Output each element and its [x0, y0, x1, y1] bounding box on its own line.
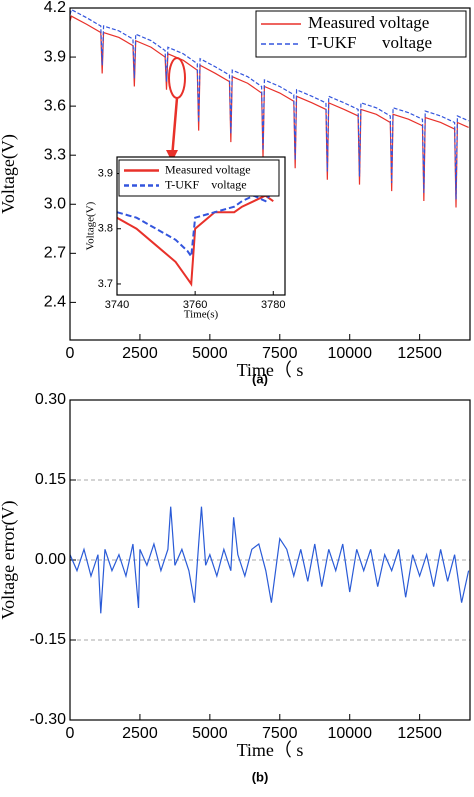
caption: (b)	[252, 769, 269, 784]
y-tick-label: 3.3	[44, 146, 66, 163]
caption: (a)	[252, 371, 268, 386]
axes-frame	[69, 7, 471, 341]
series-line	[69, 8, 469, 200]
x-tick-label: 3780	[261, 299, 285, 311]
x-tick-label: 3760	[183, 299, 207, 311]
x-tick-label: 2500	[122, 345, 158, 362]
axes-frame	[69, 399, 471, 721]
y-axis-label: Voltage(V)	[85, 201, 97, 250]
arrow-head	[166, 150, 178, 162]
legend-label: T-UKF voltage	[165, 177, 247, 191]
y-tick-label: -0.15	[30, 631, 67, 648]
plot-b: -0.30 -0.15 0.00 0.15 0.30 0 2500 5000 7500 10000…	[0, 391, 471, 784]
y-tick-label: 3.9	[98, 167, 113, 179]
y-tick-label: 2.4	[44, 294, 66, 311]
x-tick-label: 3740	[105, 299, 129, 311]
y-tick-label: 3.9	[44, 48, 66, 65]
y-tick-label: 3.0	[44, 195, 66, 212]
y-tick-label: 3.7	[98, 278, 113, 290]
series-line	[69, 506, 470, 614]
y-tick-label: 0.15	[35, 471, 66, 488]
x-tick-label: 0	[66, 345, 75, 362]
y-axis-label: Voltage(V)	[0, 134, 19, 214]
y-tick-label: 2.7	[44, 245, 66, 262]
legend-box	[118, 159, 280, 197]
x-tick-label: 0	[66, 725, 75, 742]
plot-inset: 3.7 3.8 3.9 3740 3760 3780 Voltage(V) Time(s) Me…	[85, 156, 286, 321]
y-tick-label: 4.2	[44, 0, 66, 16]
legend-label: Measured voltage	[308, 13, 429, 32]
x-tick-label: 7500	[262, 725, 298, 742]
legend-label: Measured voltage	[165, 162, 251, 176]
x-tick-label: 5000	[192, 345, 228, 362]
axes-frame	[116, 156, 286, 296]
series-line	[116, 194, 274, 287]
x-axis-label: Time(s)	[184, 309, 219, 321]
x-tick-label: 10000	[327, 345, 372, 362]
legend-label: T-UKF voltage	[308, 33, 432, 52]
x-tick-label: 2500	[122, 725, 158, 742]
legend-box	[255, 10, 467, 58]
zoom-arrow	[170, 97, 179, 159]
x-tick-label: 5000	[192, 725, 228, 742]
y-tick-label: 0.30	[35, 391, 66, 408]
y-tick-label: -0.30	[30, 711, 67, 728]
zoom-marker	[166, 57, 186, 162]
y-tick-label: 3.6	[44, 97, 66, 114]
x-tick-label: 7500	[262, 345, 298, 362]
y-tick-label: 3.8	[98, 223, 113, 235]
x-tick-label: 12500	[397, 725, 442, 742]
y-tick-label: 0.00	[35, 551, 66, 568]
x-axis-label: Time（ s	[237, 360, 304, 380]
x-axis-label: Time（ s	[237, 740, 304, 760]
x-tick-label: 10000	[327, 725, 372, 742]
x-tick-label: 12500	[397, 345, 442, 362]
y-axis-label: Voltage error(V)	[0, 500, 19, 619]
